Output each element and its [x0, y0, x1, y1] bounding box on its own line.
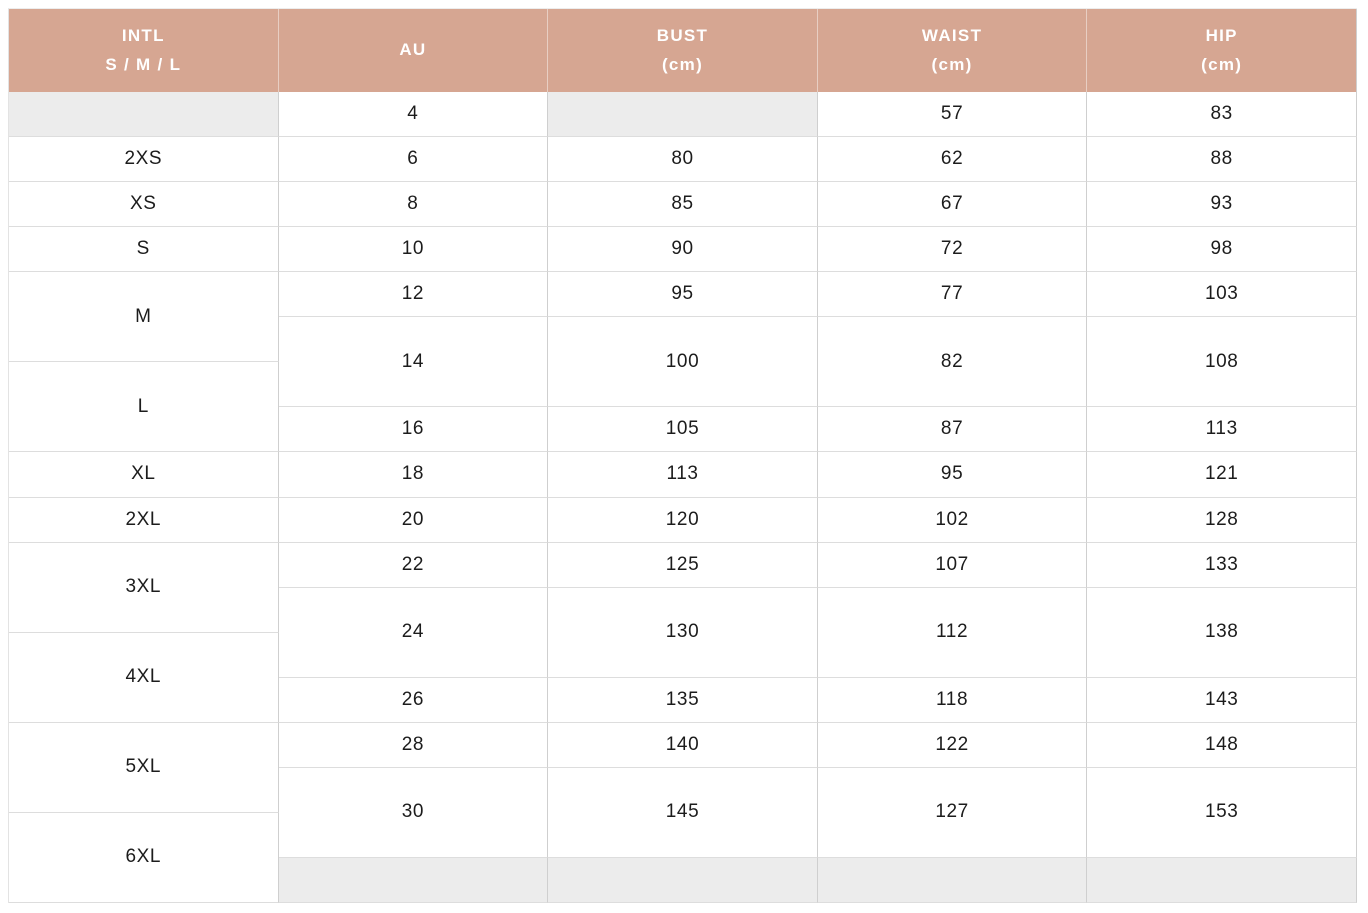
au-value-cell: 22 — [278, 542, 549, 588]
au-value-cell: 30 — [278, 767, 549, 858]
hip-value-cell: 108 — [1087, 317, 1357, 408]
bust-value-cell: 90 — [548, 227, 818, 273]
intl-size-cell: 3XL — [9, 542, 279, 633]
intl-size-cell: S — [9, 227, 279, 273]
bust-value-cell: 145 — [548, 767, 818, 858]
au-value-cell: 16 — [278, 407, 549, 453]
bust-value-cell: 130 — [548, 587, 818, 678]
intl-size-cell: 2XL — [9, 497, 279, 543]
header-label-line2: (cm) — [1201, 54, 1243, 74]
bust-value-cell: 140 — [548, 722, 818, 768]
intl-size-cell: 2XS — [9, 137, 279, 183]
column-header-bust: BUST (cm) — [548, 9, 818, 92]
au-value-cell: 24 — [278, 587, 549, 678]
hip-value-cell: 148 — [1087, 722, 1357, 768]
header-label-line1: WAIST — [921, 25, 983, 45]
hip-empty-cell — [1087, 857, 1357, 903]
waist-value-cell: 57 — [817, 92, 1088, 138]
waist-value-cell: 67 — [817, 182, 1088, 228]
hip-value-cell: 83 — [1087, 92, 1357, 138]
waist-value-cell: 107 — [817, 542, 1088, 588]
bust-value-cell: 80 — [548, 137, 818, 183]
au-value-cell: 14 — [278, 317, 549, 408]
header-label-line2: (cm) — [661, 54, 704, 74]
au-value-cell: 20 — [278, 497, 549, 543]
bust-value-cell: 125 — [548, 542, 818, 588]
hip-value-cell: 88 — [1087, 137, 1357, 183]
intl-size-cell: XS — [9, 182, 279, 228]
hip-value-cell: 133 — [1087, 542, 1357, 588]
waist-value-cell: 77 — [817, 272, 1088, 318]
intl-empty-cell — [9, 92, 279, 138]
waist-value-cell: 72 — [817, 227, 1088, 273]
intl-size-cell: 5XL — [9, 722, 279, 813]
intl-size-cell: XL — [9, 452, 279, 498]
au-value-cell: 4 — [278, 92, 549, 138]
bust-value-cell: 113 — [548, 452, 818, 498]
bust-empty-cell — [548, 92, 818, 138]
header-label-line2: S / M / L — [105, 54, 182, 74]
hip-value-cell: 138 — [1087, 587, 1357, 678]
hip-value-cell: 103 — [1087, 272, 1357, 318]
bust-value-cell: 135 — [548, 677, 818, 723]
au-empty-cell — [278, 857, 549, 903]
au-value-cell: 12 — [278, 272, 549, 318]
au-value-cell: 28 — [278, 722, 549, 768]
bust-value-cell: 95 — [548, 272, 818, 318]
column-header-au: AU — [278, 9, 549, 92]
size-chart-table: INTL S / M / L AU BUST (cm) WAIST (cm) H… — [8, 8, 1357, 903]
au-value-cell: 18 — [278, 452, 549, 498]
hip-value-cell: 113 — [1087, 407, 1357, 453]
header-label-line1: BUST — [656, 25, 709, 45]
waist-value-cell: 127 — [817, 767, 1088, 858]
hip-value-cell: 143 — [1087, 677, 1357, 723]
column-header-intl: INTL S / M / L — [9, 9, 279, 92]
column-header-waist: WAIST (cm) — [817, 9, 1088, 92]
au-value-cell: 8 — [278, 182, 549, 228]
waist-value-cell: 102 — [817, 497, 1088, 543]
bust-value-cell: 120 — [548, 497, 818, 543]
intl-size-cell: L — [9, 362, 279, 453]
header-label-line1: HIP — [1205, 25, 1238, 45]
header-label-line1: INTL — [121, 25, 165, 45]
header-label-line2: (cm) — [931, 54, 973, 74]
hip-value-cell: 93 — [1087, 182, 1357, 228]
waist-value-cell: 118 — [817, 677, 1088, 723]
au-value-cell: 6 — [278, 137, 549, 183]
hip-value-cell: 121 — [1087, 452, 1357, 498]
waist-value-cell: 95 — [817, 452, 1088, 498]
waist-value-cell: 87 — [817, 407, 1088, 453]
intl-size-cell: M — [9, 272, 279, 363]
hip-value-cell: 98 — [1087, 227, 1357, 273]
au-value-cell: 10 — [278, 227, 549, 273]
waist-value-cell: 122 — [817, 722, 1088, 768]
hip-value-cell: 153 — [1087, 767, 1357, 858]
header-label-line1: AU — [399, 40, 427, 60]
bust-value-cell: 105 — [548, 407, 818, 453]
intl-size-cell: 6XL — [9, 812, 279, 903]
bust-empty-cell — [548, 857, 818, 903]
waist-empty-cell — [817, 857, 1088, 903]
intl-size-cell: 4XL — [9, 632, 279, 723]
bust-value-cell: 100 — [548, 317, 818, 408]
waist-value-cell: 112 — [817, 587, 1088, 678]
au-value-cell: 26 — [278, 677, 549, 723]
hip-value-cell: 128 — [1087, 497, 1357, 543]
waist-value-cell: 82 — [817, 317, 1088, 408]
waist-value-cell: 62 — [817, 137, 1088, 183]
column-header-hip: HIP (cm) — [1087, 9, 1357, 92]
bust-value-cell: 85 — [548, 182, 818, 228]
